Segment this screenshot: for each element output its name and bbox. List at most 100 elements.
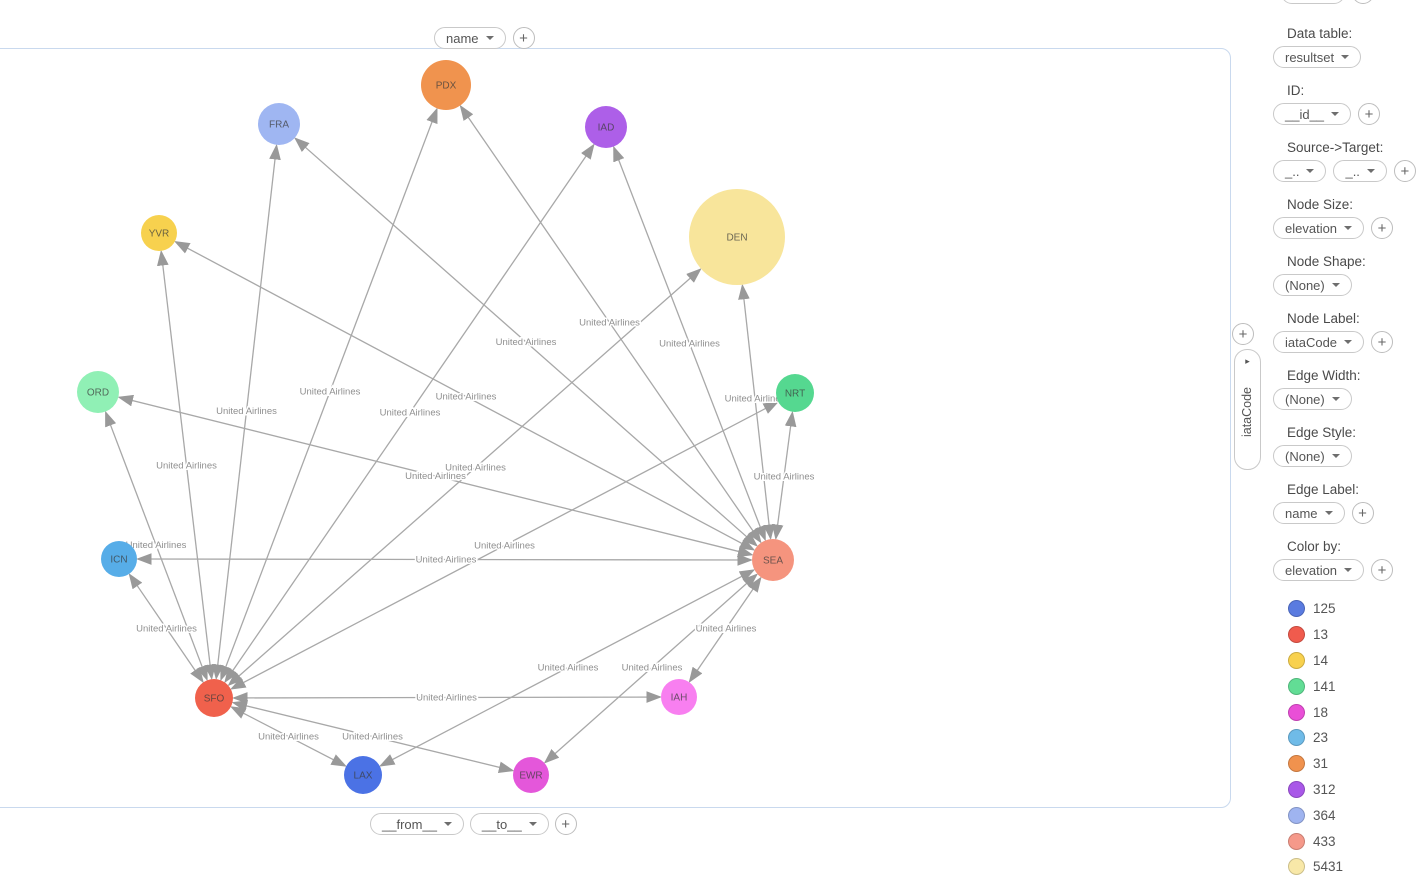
- add-id-button[interactable]: +: [1358, 103, 1381, 125]
- caret-down-icon: [1341, 55, 1350, 59]
- node-circle-EWR[interactable]: [513, 757, 549, 793]
- node-label-PDX: PDX: [436, 81, 457, 92]
- edge-label-label: Edge Label:: [1287, 482, 1360, 497]
- legend-color-swatch: [1288, 600, 1305, 618]
- edge-label-SFO-EWR: United Airlines: [342, 732, 403, 743]
- data-table-dropdown[interactable]: resultset: [1273, 46, 1362, 68]
- edge-SEA-DEN[interactable]: [738, 283, 775, 541]
- settings-field-node-size: Node Size: elevation +: [1273, 197, 1416, 239]
- edge-label-SFO-ORD: United Airlines: [126, 540, 187, 551]
- node-YVR[interactable]: YVR: [141, 215, 177, 251]
- node-label-EWR: EWR: [519, 771, 542, 782]
- legend-item[interactable]: 31: [1288, 751, 1416, 777]
- legend-item[interactable]: 141: [1288, 673, 1416, 699]
- source-target-label: Source->Target:: [1287, 140, 1384, 155]
- side-column-tab-label: iataCode: [1240, 386, 1255, 438]
- node-circle-IAD[interactable]: [585, 106, 627, 148]
- add-edge-label-button[interactable]: +: [1351, 502, 1374, 524]
- edge-style-dropdown[interactable]: (None): [1273, 445, 1352, 467]
- caret-down-icon: [443, 822, 452, 826]
- node-circle-SFO[interactable]: [195, 679, 233, 717]
- node-circle-ORD[interactable]: [77, 371, 119, 413]
- add-bottom-field-button[interactable]: +: [554, 813, 577, 835]
- add-node-label-button[interactable]: +: [1371, 331, 1394, 353]
- id-dropdown[interactable]: __id__: [1273, 103, 1352, 125]
- node-circle-LAX[interactable]: [344, 756, 382, 794]
- node-ORD[interactable]: ORD: [77, 371, 119, 413]
- node-circle-NRT[interactable]: [776, 374, 814, 412]
- edge-SFO-ICN[interactable]: [128, 573, 204, 684]
- edge-SEA-ICN[interactable]: [136, 553, 753, 566]
- node-PDX[interactable]: PDX: [421, 60, 471, 110]
- edge-width-dropdown[interactable]: (None): [1273, 388, 1352, 410]
- node-label-dropdown-value: iataCode: [1285, 334, 1338, 350]
- node-label-FRA: FRA: [269, 120, 289, 131]
- node-ICN[interactable]: ICN: [101, 541, 137, 577]
- legend-item[interactable]: 23: [1288, 725, 1416, 751]
- node-circle-ICN[interactable]: [101, 541, 137, 577]
- edge-label-dropdown[interactable]: name: [1273, 502, 1345, 524]
- source-target-dropdown-2[interactable]: _..: [1333, 160, 1387, 182]
- node-SEA[interactable]: SEA: [752, 539, 794, 581]
- node-circle-DEN[interactable]: [689, 189, 785, 285]
- id-label: ID:: [1287, 83, 1305, 98]
- legend-item[interactable]: 364: [1288, 802, 1416, 828]
- node-shape-dropdown[interactable]: (None): [1273, 274, 1352, 296]
- node-IAD[interactable]: IAD: [585, 106, 627, 148]
- node-label-dropdown[interactable]: iataCode: [1273, 331, 1365, 353]
- edge-SEA-NRT[interactable]: [771, 410, 797, 541]
- node-label-IAD: IAD: [598, 123, 615, 134]
- add-source-target-button[interactable]: +: [1393, 160, 1416, 182]
- edge-label-SFO-YVR: United Airlines: [156, 461, 217, 472]
- edge-label-SEA-NRT: United Airlines: [754, 472, 815, 483]
- add-color-by-button[interactable]: +: [1371, 559, 1394, 581]
- bottom-field-toolbar: __from__ __to__ +: [370, 813, 577, 835]
- legend-color-swatch: [1288, 858, 1305, 876]
- add-side-field-button[interactable]: +: [1232, 323, 1254, 345]
- color-by-dropdown[interactable]: elevation: [1273, 559, 1365, 581]
- add-top-field-button[interactable]: +: [512, 27, 535, 49]
- node-label-LAX: LAX: [354, 771, 373, 782]
- legend-item[interactable]: 433: [1288, 828, 1416, 854]
- top-field-dropdown[interactable]: name: [434, 27, 506, 49]
- source-target-dropdown-1[interactable]: _..: [1273, 160, 1327, 182]
- node-LAX[interactable]: LAX: [344, 756, 382, 794]
- legend-item[interactable]: 18: [1288, 699, 1416, 725]
- node-NRT[interactable]: NRT: [776, 374, 814, 412]
- settings-field-edge-style: Edge Style: (None): [1273, 425, 1416, 467]
- settings-field-data-table: Data table: resultset: [1273, 26, 1416, 68]
- legend-item[interactable]: 312: [1288, 777, 1416, 803]
- from-field-dropdown[interactable]: __from__: [370, 813, 464, 835]
- node-SFO[interactable]: SFO: [195, 679, 233, 717]
- node-IAH[interactable]: IAH: [661, 679, 697, 715]
- edge-label-SEA-DEN: United Airlines: [725, 394, 786, 405]
- network-graph[interactable]: United Airlines United Airlines United Air…: [0, 0, 1232, 848]
- node-size-label: Node Size:: [1287, 197, 1354, 212]
- legend-item[interactable]: 5431: [1288, 854, 1416, 880]
- node-EWR[interactable]: EWR: [513, 757, 549, 793]
- node-FRA[interactable]: FRA: [258, 103, 300, 145]
- node-circle-YVR[interactable]: [141, 215, 177, 251]
- edge-SEA-IAH[interactable]: [688, 576, 762, 683]
- node-label-label: Node Label:: [1287, 311, 1360, 326]
- to-field-dropdown[interactable]: __to__: [469, 813, 549, 835]
- legend-item[interactable]: 13: [1288, 622, 1416, 648]
- node-circle-PDX[interactable]: [421, 60, 471, 110]
- legend-item[interactable]: 14: [1288, 648, 1416, 674]
- visualization-settings-panel: Data table: resultset ID: __id__ + Source->Ta…: [1273, 0, 1416, 880]
- node-circle-FRA[interactable]: [258, 103, 300, 145]
- legend-value: 312: [1313, 781, 1336, 797]
- edge-SEA-ORD[interactable]: [117, 394, 754, 558]
- edge-label-SEA-LAX: United Airlines: [538, 663, 599, 674]
- legend-item[interactable]: 125: [1288, 596, 1416, 622]
- add-node-size-button[interactable]: +: [1371, 217, 1394, 239]
- caret-down-icon: [1331, 397, 1340, 401]
- node-size-dropdown[interactable]: elevation: [1273, 217, 1365, 239]
- source-target-dropdown-value: _..: [1285, 163, 1300, 179]
- color-by-label: Color by:: [1287, 539, 1342, 554]
- node-circle-SEA[interactable]: [752, 539, 794, 581]
- edge-label-SEA-IAD: United Airlines: [659, 339, 720, 350]
- node-DEN[interactable]: DEN: [689, 189, 785, 285]
- node-circle-IAH[interactable]: [661, 679, 697, 715]
- side-column-tab[interactable]: ▸ iataCode: [1234, 349, 1261, 470]
